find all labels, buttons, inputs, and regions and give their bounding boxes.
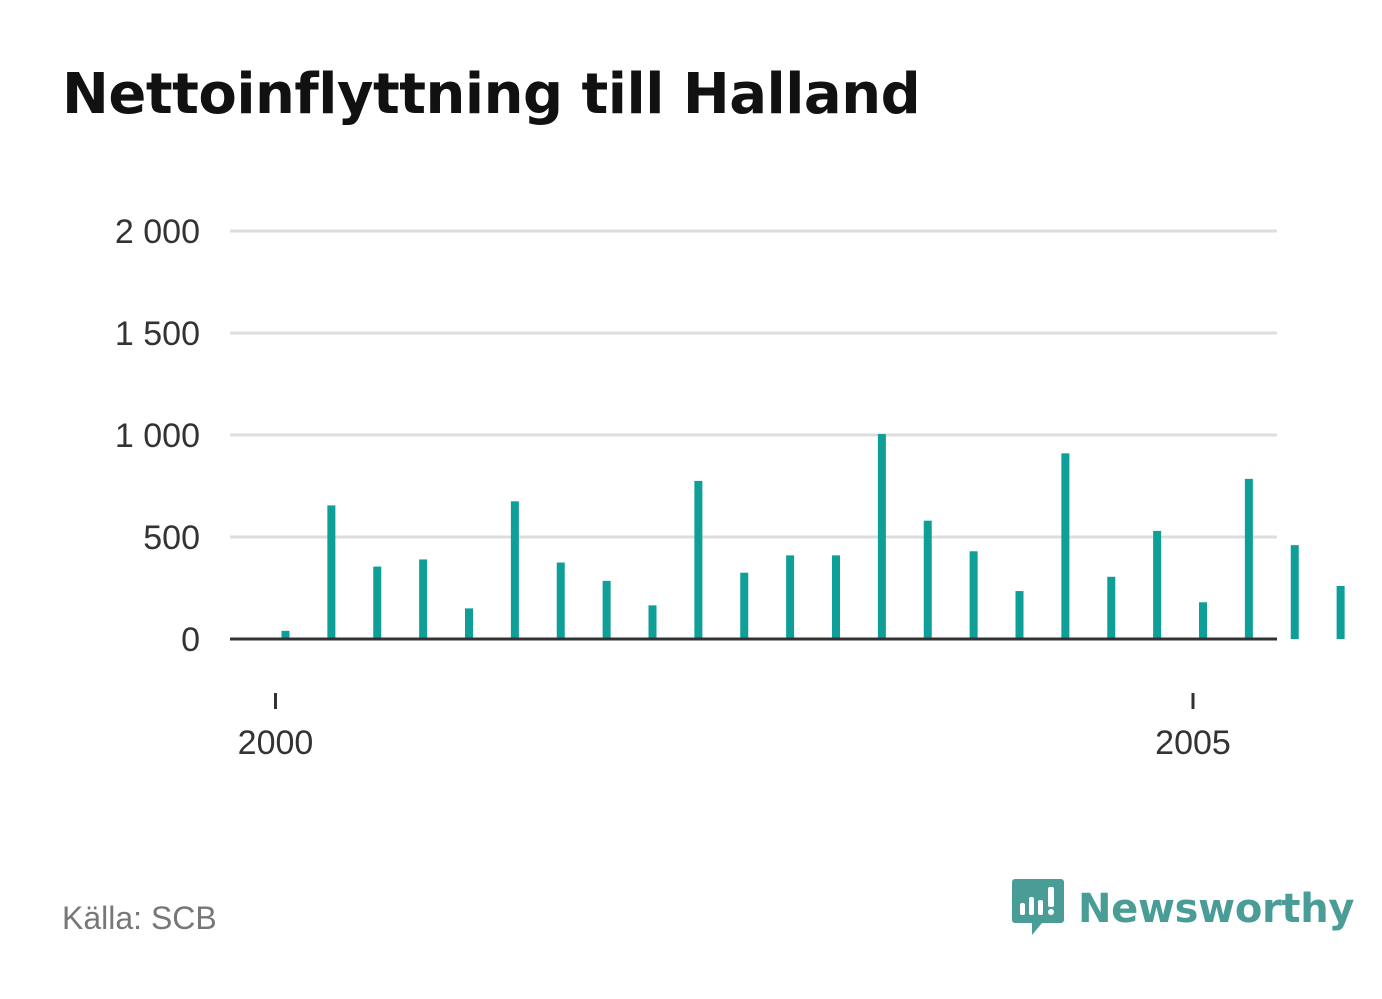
x-tick-label-2005: 2005 — [1155, 724, 1231, 762]
y-tick-label-0: 0 — [181, 621, 200, 659]
bar-2001-Q2 — [510, 501, 519, 639]
bars — [281, 433, 1345, 639]
y-tick-label-1000: 1 000 — [115, 417, 200, 455]
bar-2004-Q4 — [1153, 530, 1162, 639]
source-note: Källa: SCB — [62, 900, 217, 936]
bar-2003-Q3 — [923, 520, 932, 639]
bar-2002-Q3 — [740, 572, 749, 639]
bar-2004-Q3 — [1107, 576, 1116, 639]
bar-2002-Q2 — [694, 480, 703, 639]
bar-2005-Q2 — [1244, 478, 1253, 639]
bar-2000-Q3 — [373, 566, 382, 639]
bar-2004-Q2 — [1061, 453, 1070, 639]
newsworthy-logo-icon — [1012, 879, 1064, 935]
bar-2000-Q2 — [327, 505, 336, 639]
x-axis-labels: 200020052010201520202025 — [238, 724, 1231, 762]
gridlines — [230, 229, 1277, 539]
bar-2000-Q4 — [419, 559, 428, 639]
bar-2000-Q1 — [281, 630, 290, 639]
bar-2003-Q2 — [877, 433, 886, 639]
y-tick-label-1500: 1 500 — [115, 315, 200, 353]
bar-2005-Q1 — [1199, 602, 1207, 639]
bar-2005-Q4 — [1336, 585, 1345, 639]
chart-title: Nettoinflyttning till Halland — [62, 62, 921, 127]
brand-name: Newsworthy — [1078, 886, 1355, 932]
bar-2003-Q1 — [832, 555, 840, 639]
bar-2001-Q3 — [556, 562, 565, 639]
bar-2001-Q4 — [602, 580, 611, 639]
bar-2002-Q1 — [648, 605, 657, 639]
bar-2004-Q1 — [1015, 591, 1024, 639]
x-tick-label-2000: 2000 — [238, 724, 314, 762]
y-axis-labels: 0 500 1 000 1 500 2 000 — [115, 213, 200, 659]
bar-2002-Q4 — [786, 555, 795, 639]
newsworthy-logo[interactable]: Newsworthy — [1012, 879, 1355, 939]
bar-2005-Q3 — [1290, 545, 1299, 639]
y-tick-label-2000: 2 000 — [115, 213, 200, 251]
bar-2003-Q4 — [969, 551, 978, 639]
y-tick-label-500: 500 — [143, 519, 200, 557]
axes — [230, 637, 1277, 709]
bar-2001-Q1 — [465, 608, 473, 639]
